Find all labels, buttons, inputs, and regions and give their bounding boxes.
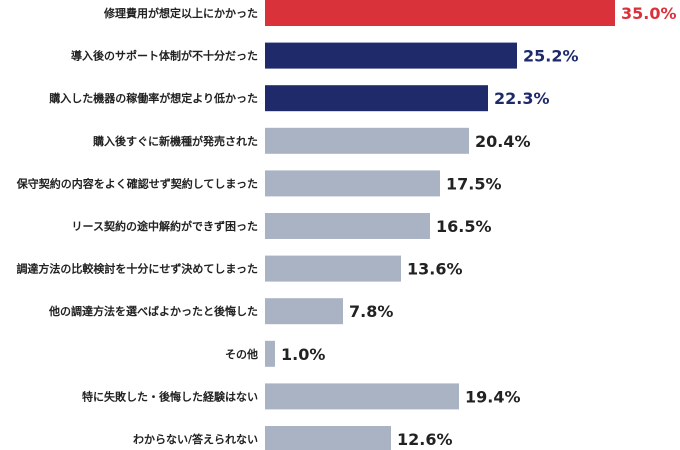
value-label: 25.2% xyxy=(523,47,579,66)
category-label: その他 xyxy=(225,347,258,361)
category-label: 導入後のサポート体制が不十分だった xyxy=(71,49,258,63)
value-label: 16.5% xyxy=(436,217,492,236)
bar xyxy=(265,426,391,450)
category-label: 購入した機器の稼働率が想定より低かった xyxy=(48,91,258,105)
value-label: 7.8% xyxy=(349,302,393,321)
category-label: 修理費用が想定以上にかかった xyxy=(103,6,258,20)
category-labels: 修理費用が想定以上にかかった導入後のサポート体制が不十分だった購入した機器の稼働… xyxy=(16,6,258,446)
value-label: 35.0% xyxy=(621,4,677,23)
bar xyxy=(265,170,440,197)
value-label: 22.3% xyxy=(494,89,550,108)
value-label: 17.5% xyxy=(446,174,502,193)
value-label: 19.4% xyxy=(465,387,521,406)
category-label: 特に失敗した・後悔した経験はない xyxy=(82,389,258,403)
value-label: 20.4% xyxy=(475,132,531,151)
value-label: 12.6% xyxy=(397,430,453,449)
bar xyxy=(265,213,430,239)
bar xyxy=(265,127,469,154)
category-label: 購入後すぐに新機種が発売された xyxy=(92,134,258,148)
value-label: 13.6% xyxy=(407,260,463,279)
value-label: 1.0% xyxy=(281,345,325,364)
category-label: リース契約の途中解約ができず困った xyxy=(72,219,258,233)
bar xyxy=(265,42,517,69)
bar xyxy=(265,298,343,325)
bars xyxy=(265,0,615,450)
bar xyxy=(265,340,275,367)
bar xyxy=(265,383,459,410)
bar xyxy=(265,0,615,26)
category-label: 他の調達方法を選べばよかったと後悔した xyxy=(48,304,258,318)
bar xyxy=(265,255,401,282)
category-label: わからない/答えられない xyxy=(133,432,258,446)
category-label: 保守契約の内容をよく確認せず契約してしまった xyxy=(16,176,258,190)
category-label: 調達方法の比較検討を十分にせず決めてしまった xyxy=(16,262,258,276)
value-labels: 35.0% 25.2% 22.3% 20.4% 17.5% 16.5% 13.6% 7.8% 1… xyxy=(281,4,677,449)
bar xyxy=(265,85,488,112)
